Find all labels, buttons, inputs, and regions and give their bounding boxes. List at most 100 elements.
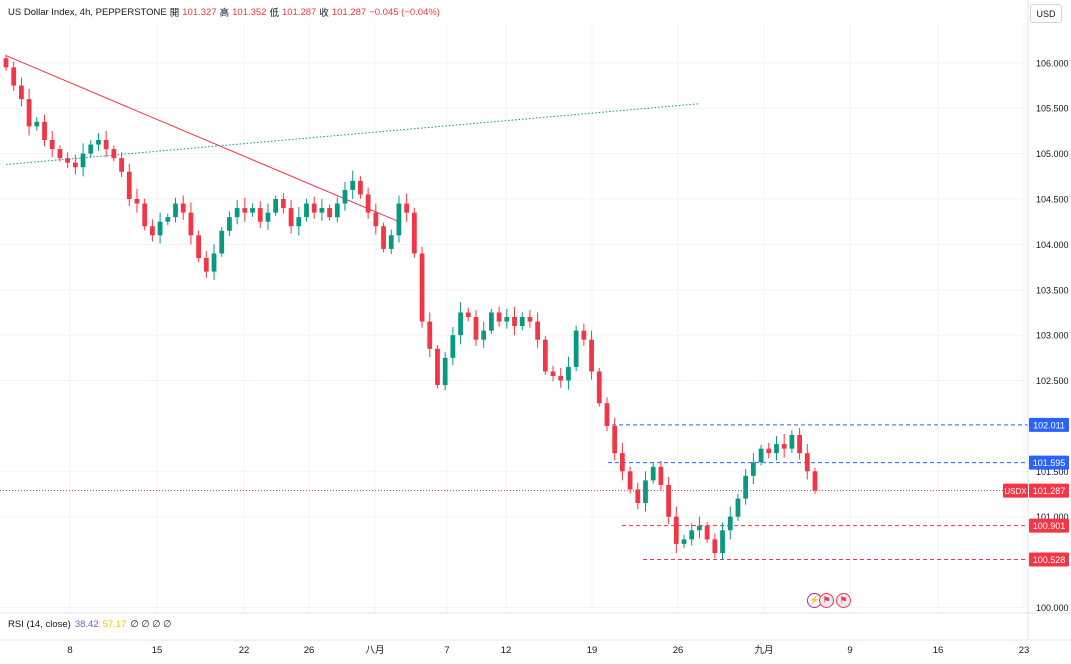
candle [496, 306, 502, 327]
candle-body [619, 453, 625, 472]
x-tick-label: 八月 [365, 645, 384, 656]
y-tick-label: 106.000 [1036, 58, 1069, 68]
candle [126, 163, 132, 207]
candle [57, 145, 63, 162]
candle-body [604, 403, 610, 426]
candle [234, 200, 240, 225]
candles [3, 54, 818, 561]
candle [319, 199, 325, 221]
change-value: −0.045 (−0.04%) [369, 6, 440, 18]
candle [720, 522, 725, 561]
candle [242, 197, 248, 222]
candle-body [72, 162, 78, 168]
candle [766, 442, 772, 459]
candle [280, 193, 286, 214]
y-tick-label: 103.500 [1036, 285, 1069, 295]
currency-button[interactable]: USD [1030, 4, 1062, 23]
x-tick-label: 26 [673, 645, 684, 656]
candle-body [720, 530, 725, 553]
candle [658, 460, 664, 491]
candle [481, 321, 487, 348]
candle-body [304, 203, 309, 218]
candle-body [103, 140, 109, 150]
x-tick-label: 9 [847, 645, 852, 656]
candle [211, 244, 217, 280]
candle [80, 143, 86, 177]
candle-body [681, 539, 687, 544]
candle [381, 222, 386, 253]
candle-body [242, 208, 248, 213]
candle [789, 430, 795, 453]
candle-body [358, 180, 363, 195]
candle-body [373, 212, 379, 227]
candle-body [635, 489, 641, 504]
candle-body [257, 208, 263, 222]
candle [88, 139, 94, 158]
price-level-tag [1029, 552, 1069, 567]
candle [596, 367, 602, 407]
candle-body [519, 317, 525, 327]
candle-body [19, 85, 24, 100]
candle [65, 152, 71, 168]
candle-body [689, 530, 695, 540]
x-tick-label: 12 [501, 645, 512, 656]
candle-body [57, 149, 63, 159]
candle [257, 201, 263, 228]
candle-body [704, 525, 710, 540]
open-label: 開 [169, 8, 180, 19]
x-tick-label: 8 [67, 645, 72, 656]
candle [681, 534, 687, 549]
candle [527, 310, 533, 328]
candle [566, 356, 571, 390]
candle [573, 325, 579, 372]
y-tick-label: 104.500 [1036, 195, 1069, 205]
candle [342, 181, 348, 211]
candle-body [65, 158, 71, 163]
x-tick-label: 九月 [754, 644, 773, 656]
candle-body [658, 466, 664, 485]
candle-body [774, 444, 779, 454]
candle-body [280, 199, 286, 209]
candle-body [3, 58, 9, 68]
candle-body [342, 189, 348, 204]
candle [442, 352, 448, 391]
us-flag-icon[interactable]: ⚑ [836, 593, 851, 608]
x-tick-label: 7 [444, 645, 449, 656]
last-price-tag [1029, 483, 1069, 498]
candle-body [173, 203, 178, 218]
candle [34, 117, 40, 131]
candle [627, 466, 633, 494]
candle-body [180, 203, 186, 213]
candle [704, 522, 710, 543]
candle [327, 204, 332, 221]
candle [750, 453, 756, 485]
price-level-label: 102.011 [1033, 420, 1065, 430]
candle-body [673, 516, 679, 544]
price-level-label: 100.901 [1033, 521, 1066, 531]
candle-body [88, 144, 94, 154]
candle-body [396, 203, 402, 236]
price-level-tag [1029, 417, 1069, 432]
candle-body [311, 203, 317, 213]
candle [165, 213, 171, 225]
close-label: 收 [319, 8, 329, 19]
x-tick-label: 15 [152, 645, 163, 656]
candle [643, 471, 648, 512]
candle-body [596, 371, 602, 404]
y-tick-label: 105.000 [1036, 149, 1069, 159]
rsi-ma-value: 57.17 [102, 619, 127, 630]
candle-body [80, 153, 86, 168]
candle [473, 310, 479, 346]
candle [650, 463, 656, 484]
high-label: 高 [219, 8, 230, 19]
candle [612, 417, 618, 461]
x-tick-label: 19 [587, 645, 598, 656]
y-tick-label: 101.500 [1036, 467, 1069, 477]
us-flag-icon[interactable]: ⚑ [819, 593, 834, 608]
y-tick-label: 103.000 [1036, 331, 1069, 341]
candle-body [250, 208, 255, 213]
candle-body [119, 158, 124, 172]
candle-body [789, 435, 795, 449]
